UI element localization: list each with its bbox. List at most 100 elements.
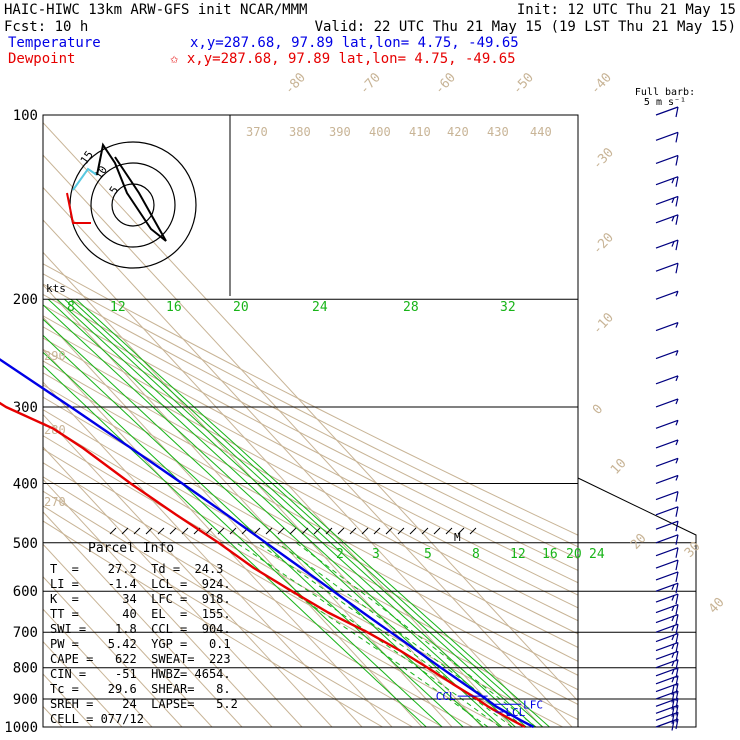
melting-level-marker: M — [454, 531, 461, 544]
freezing-hatch — [301, 527, 309, 535]
mixing-ratio-label: 24 — [589, 547, 605, 562]
legend-temperature-coords: x,y=287.68, 97.89 lat,lon= 4.75, -49.65 — [190, 35, 519, 51]
freezing-hatch — [361, 527, 369, 535]
wind-barb-flag — [675, 583, 679, 594]
mixing-ratio-label: 2 — [336, 547, 344, 562]
parcel-row: K = 34 LFC = 918. — [50, 592, 231, 606]
wind-barb-flag — [675, 398, 679, 405]
theta-label: 440 — [530, 125, 552, 139]
wind-barb-staff — [655, 659, 679, 669]
freezing-hatch — [325, 527, 333, 535]
theta-label: 370 — [246, 125, 268, 139]
freezing-hatch — [265, 527, 273, 535]
level-marker-label: LCL — [505, 706, 525, 719]
hodograph-ring-label: 15 — [78, 148, 96, 166]
isotherm-line — [43, 121, 578, 702]
dry-adiabat-line — [43, 273, 578, 548]
wind-barb-staff — [655, 176, 679, 186]
wind-barb-flag — [675, 633, 679, 644]
wind-barb-flag — [671, 643, 675, 650]
wind-barb-staff — [655, 571, 679, 581]
isotherm-line — [43, 186, 543, 727]
isotherm-line — [43, 381, 363, 727]
dry-adiabat-line — [43, 520, 383, 727]
wind-barb-staff — [655, 632, 679, 643]
hodograph-ring-label: 10 — [92, 163, 110, 181]
freezing-hatch — [229, 527, 237, 535]
theta-label: 400 — [369, 125, 391, 139]
hodograph-trace — [66, 192, 91, 224]
freezing-hatch — [397, 527, 405, 535]
hodograph-units-label: kts — [46, 282, 66, 295]
wind-barb-staff — [655, 214, 679, 224]
dry-adiabat-line — [43, 360, 578, 648]
barb-key-line1: Full barb: — [635, 87, 695, 98]
parcel-info-title: Parcel Info — [88, 541, 174, 556]
wind-barb-flag — [675, 571, 679, 583]
wind-barb-flag — [675, 547, 679, 558]
header-title: HAIC-HIWC 13km ARW-GFS init NCAR/MMM — [4, 2, 307, 18]
mixing-ratio-label: 32 — [500, 300, 516, 315]
dry-adiabat-line — [43, 337, 578, 622]
wind-barb-flag — [671, 197, 675, 204]
mixing-ratio-label: 16 — [542, 547, 558, 562]
parcel-row: TT = 40 EL = 155. — [50, 607, 231, 621]
wind-barb-staff — [655, 613, 679, 624]
wind-barb-flag — [671, 615, 675, 622]
wind-barb-staff — [655, 262, 679, 272]
pressure-tick-label: 500 — [13, 536, 38, 552]
barb-key-line2: 5 m s⁻¹ — [644, 97, 686, 108]
wind-barb-flag — [671, 652, 675, 658]
wind-barb-staff — [655, 419, 679, 429]
isotherm-line — [43, 251, 483, 727]
freezing-hatch — [157, 527, 165, 535]
dry-adiabat-line — [43, 396, 578, 691]
theta-label: 380 — [289, 125, 311, 139]
dry-adiabat-line — [43, 505, 413, 727]
wind-barb-staff — [655, 239, 679, 249]
wind-barb-flag — [675, 521, 679, 532]
pressure-tick-label: 100 — [13, 108, 38, 124]
wind-barb-staff — [655, 506, 679, 516]
freezing-hatch — [109, 527, 117, 535]
wind-barb-flag — [675, 534, 679, 545]
isotherm-line — [43, 575, 183, 727]
dry-adiabat-line — [43, 462, 503, 727]
wind-barb-staff — [655, 131, 679, 141]
dry-adiabat-line — [43, 421, 578, 721]
wind-barb-flag — [675, 651, 679, 662]
isotherm-line — [43, 154, 573, 727]
freezing-hatch — [289, 527, 297, 535]
pressure-tick-label: 700 — [13, 625, 38, 641]
wind-barb-staff — [655, 667, 679, 677]
isotherm-label: -70 — [357, 70, 384, 97]
wind-barb-staff — [655, 690, 679, 700]
parcel-info-box: Parcel Info T = 27.2 Td = 24.3 LI = -1.4… — [50, 541, 238, 726]
wind-barb-staff — [655, 711, 679, 721]
wind-barb-flag — [675, 712, 679, 723]
freezing-hatch — [133, 527, 141, 535]
wind-barb-staff — [655, 520, 679, 530]
header-valid: Valid: 22 UTC Thu 21 May 15 (19 LST Thu … — [315, 19, 736, 35]
mixing-ratio-label: 24 — [312, 300, 328, 315]
isotherm-label: 10 — [608, 456, 630, 478]
hodograph-ring-label: 5 — [107, 184, 121, 197]
freezing-hatch — [217, 527, 225, 535]
wind-barb-staff — [655, 650, 679, 660]
isotherm-label: -10 — [590, 310, 617, 337]
freezing-hatch — [313, 527, 321, 535]
wind-barb-flag — [675, 291, 679, 297]
lower-panel-outline — [43, 477, 697, 728]
level-marker-label: CCL — [436, 690, 456, 703]
mixing-ratio-label: 3 — [372, 547, 380, 562]
wind-barb-flag — [671, 625, 675, 631]
pressure-tick-label: 200 — [13, 292, 38, 308]
wind-barb-staff — [655, 704, 679, 714]
wind-barb-flag — [675, 698, 679, 709]
parcel-row: CELL = 077/12 — [50, 712, 144, 726]
dry-adiabat-line — [43, 263, 578, 536]
freezing-hatch — [169, 527, 177, 535]
pressure-tick-label: 300 — [13, 400, 38, 416]
isotherm-line — [43, 478, 273, 727]
